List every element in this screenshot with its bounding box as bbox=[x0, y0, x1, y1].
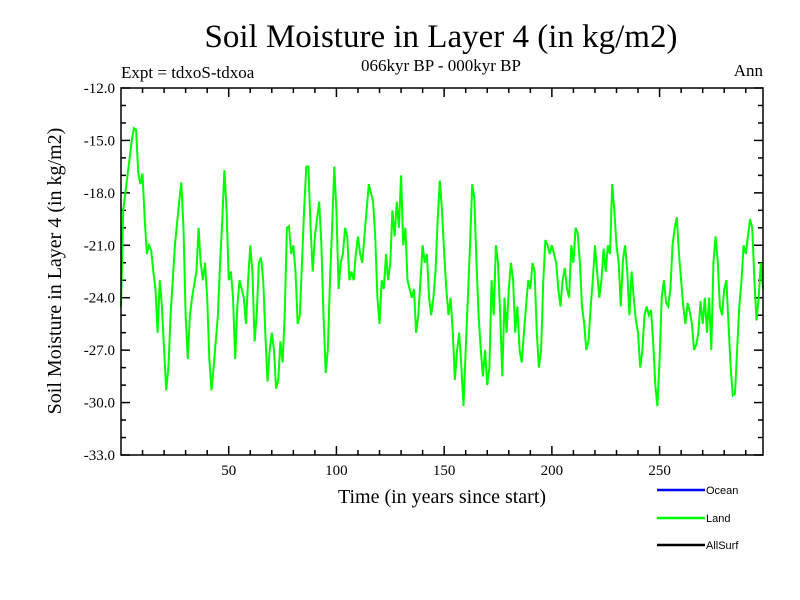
chart-title: Soil Moisture in Layer 4 (in kg/m2) bbox=[205, 19, 678, 55]
y-tick-label: -12.0 bbox=[84, 81, 115, 97]
y-axis-label: Soil Moisture in Layer 4 (in kg/m2) bbox=[44, 128, 66, 415]
y-tick-label: -18.0 bbox=[84, 186, 115, 202]
axis-ticks bbox=[121, 87, 763, 456]
series-line-land bbox=[120, 126, 764, 407]
y-tick-label: -21.0 bbox=[84, 238, 115, 254]
season-label: Ann bbox=[734, 61, 764, 80]
x-tick-labels: 50 100 150 200 250 bbox=[221, 463, 671, 479]
x-tick-label: 50 bbox=[221, 463, 236, 479]
chart-subtitle: 066kyr BP - 000kyr BP bbox=[361, 56, 521, 75]
y-tick-label: -30.0 bbox=[84, 396, 115, 412]
y-tick-label: -33.0 bbox=[84, 448, 115, 464]
y-tick-labels: -12.0 -15.0 -18.0 -21.0 -24.0 -27.0 -30.0 -33.0 bbox=[84, 81, 115, 464]
x-axis-label: Time (in years since start) bbox=[338, 486, 546, 508]
plot-frame bbox=[120, 87, 764, 456]
legend-label-allsurf: AllSurf bbox=[706, 540, 739, 552]
x-tick-label: 200 bbox=[541, 463, 564, 479]
x-tick-label: 150 bbox=[433, 463, 456, 479]
legend-label-land: Land bbox=[706, 513, 730, 525]
experiment-label: Expt = tdxoS-tdxoa bbox=[121, 63, 255, 82]
legend: Ocean Land AllSurf bbox=[657, 485, 739, 552]
y-tick-label: -27.0 bbox=[84, 343, 115, 359]
x-tick-label: 100 bbox=[325, 463, 348, 479]
legend-label-ocean: Ocean bbox=[706, 485, 738, 497]
x-tick-label: 250 bbox=[648, 463, 671, 479]
y-tick-label: -24.0 bbox=[84, 291, 115, 307]
y-tick-label: -15.0 bbox=[84, 133, 115, 149]
